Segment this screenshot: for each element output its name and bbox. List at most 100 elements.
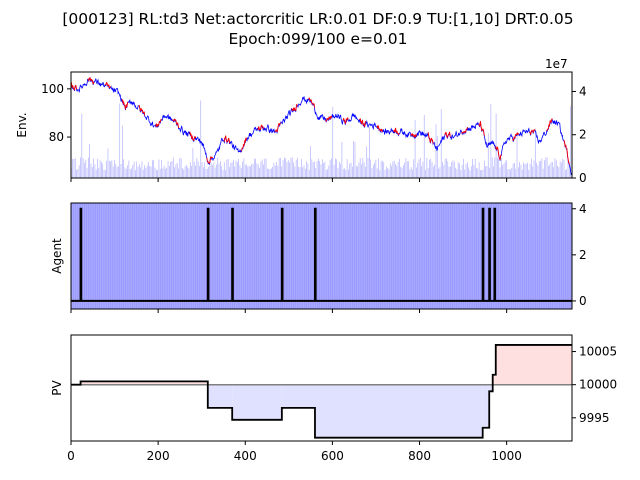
env-volume-bar [465, 163, 467, 178]
env-volume-bar [555, 160, 557, 178]
env-volume-bar [423, 114, 425, 178]
env-volume-bar [538, 161, 540, 178]
env-volume-bar [541, 158, 543, 178]
env-y2-tick-label: 0 [579, 171, 587, 185]
agent-background-bar [371, 203, 373, 309]
env-volume-bar [286, 162, 288, 178]
env-volume-bar [107, 148, 109, 178]
env-volume-bar [153, 160, 155, 178]
env-volume-bar [142, 169, 144, 178]
env-volume-bar [155, 169, 157, 178]
env-volume-bar [493, 166, 494, 178]
env-volume-bar [461, 164, 463, 178]
env-volume-bar [382, 160, 383, 178]
env-volume-bar [115, 163, 117, 178]
agent-background-bar [227, 203, 229, 309]
pv-x-tick-label: 0 [67, 449, 75, 463]
env-volume-bar [135, 170, 136, 178]
env-volume-bar [77, 168, 79, 178]
env-volume-bar [554, 158, 556, 178]
env-volume-bar [303, 165, 305, 178]
env-volume-bar [287, 160, 289, 178]
agent-background-bar [519, 203, 521, 309]
agent-background-bar [188, 203, 190, 309]
env-volume-bar [368, 126, 370, 178]
agent-background-bar [101, 203, 103, 309]
env-volume-bar [188, 168, 190, 178]
env-volume-bar [81, 113, 83, 178]
agent-background-bar [436, 203, 438, 309]
agent-background-bar [260, 203, 262, 309]
env-volume-bar [345, 170, 347, 178]
agent-background-bar [195, 203, 196, 309]
env-volume-bar [481, 170, 483, 178]
agent-background-bar [203, 203, 205, 309]
agent-background-bar [210, 203, 212, 309]
pv-line [71, 344, 572, 439]
env-volume-bar [179, 157, 181, 178]
agent-background-bar [131, 203, 133, 309]
agent-background-bar [410, 203, 412, 309]
env-volume-bar [529, 163, 531, 178]
env-volume-bar [205, 169, 207, 178]
env-volume-bar [276, 161, 277, 178]
env-volume-bar [540, 160, 541, 178]
agent-background-bar [173, 203, 174, 309]
agent-background-bar [517, 203, 519, 309]
env-volume-bar [533, 160, 535, 178]
agent-background-bar [264, 203, 266, 309]
env-volume-bar [163, 165, 165, 178]
env-volume-bar [418, 159, 420, 178]
env-volume-bar [150, 166, 152, 178]
env-volume-bar [226, 159, 228, 178]
agent-background-bar [373, 203, 375, 309]
agent-background-bar [419, 203, 421, 309]
agent-background-bar [277, 203, 279, 309]
env-volume-bar [182, 167, 183, 178]
env-volume-bar [421, 166, 422, 178]
env-volume-bar [154, 167, 156, 178]
env-volume-bar [490, 103, 492, 178]
env-volume-bar [221, 166, 222, 178]
agent-background-bar [291, 203, 292, 309]
env-volume-bar [76, 169, 77, 178]
agent-background-bar [75, 203, 76, 309]
agent-y2-tick-label: 0 [579, 294, 587, 308]
env-volume-bar [410, 167, 412, 178]
env-volume-bar [561, 162, 562, 178]
env-volume-bar [152, 160, 153, 178]
agent-background-bar [334, 203, 336, 309]
env-axes-frame [70, 71, 573, 179]
agent-background-bar [469, 203, 471, 309]
env-volume-bar [495, 113, 497, 178]
agent-background-bar [432, 203, 434, 309]
agent-background-bar [243, 203, 244, 309]
agent-background-bar [230, 203, 231, 309]
env-volume-bar [251, 163, 253, 178]
env-volume-bar [86, 167, 88, 178]
env-volume-bar [195, 165, 196, 178]
agent-background-bar [108, 203, 109, 309]
env-volume-bar [531, 158, 532, 178]
env-volume-bar [285, 158, 287, 178]
agent-background-bar [328, 203, 329, 309]
env-volume-bar [568, 161, 570, 178]
agent-background-bar [310, 203, 312, 309]
env-volume-bar [89, 144, 90, 178]
env-volume-bar [242, 161, 243, 178]
agent-background-bar [356, 203, 357, 309]
env-volume-bar [250, 166, 251, 178]
agent-background-bar [391, 203, 392, 309]
env-volume-bar [514, 162, 515, 178]
agent-action-line [71, 207, 572, 302]
env-volume-bar [73, 158, 75, 178]
env-volume-bar [507, 169, 509, 178]
agent-background-bar [539, 203, 540, 309]
env-volume-bar [499, 167, 501, 178]
agent-background-bar [253, 203, 255, 309]
agent-background-bar [317, 203, 318, 309]
env-price-line [71, 77, 572, 176]
env-volume-bar [473, 164, 475, 178]
pv-loss-area [314, 384, 483, 438]
env-volume-bar [99, 160, 101, 178]
